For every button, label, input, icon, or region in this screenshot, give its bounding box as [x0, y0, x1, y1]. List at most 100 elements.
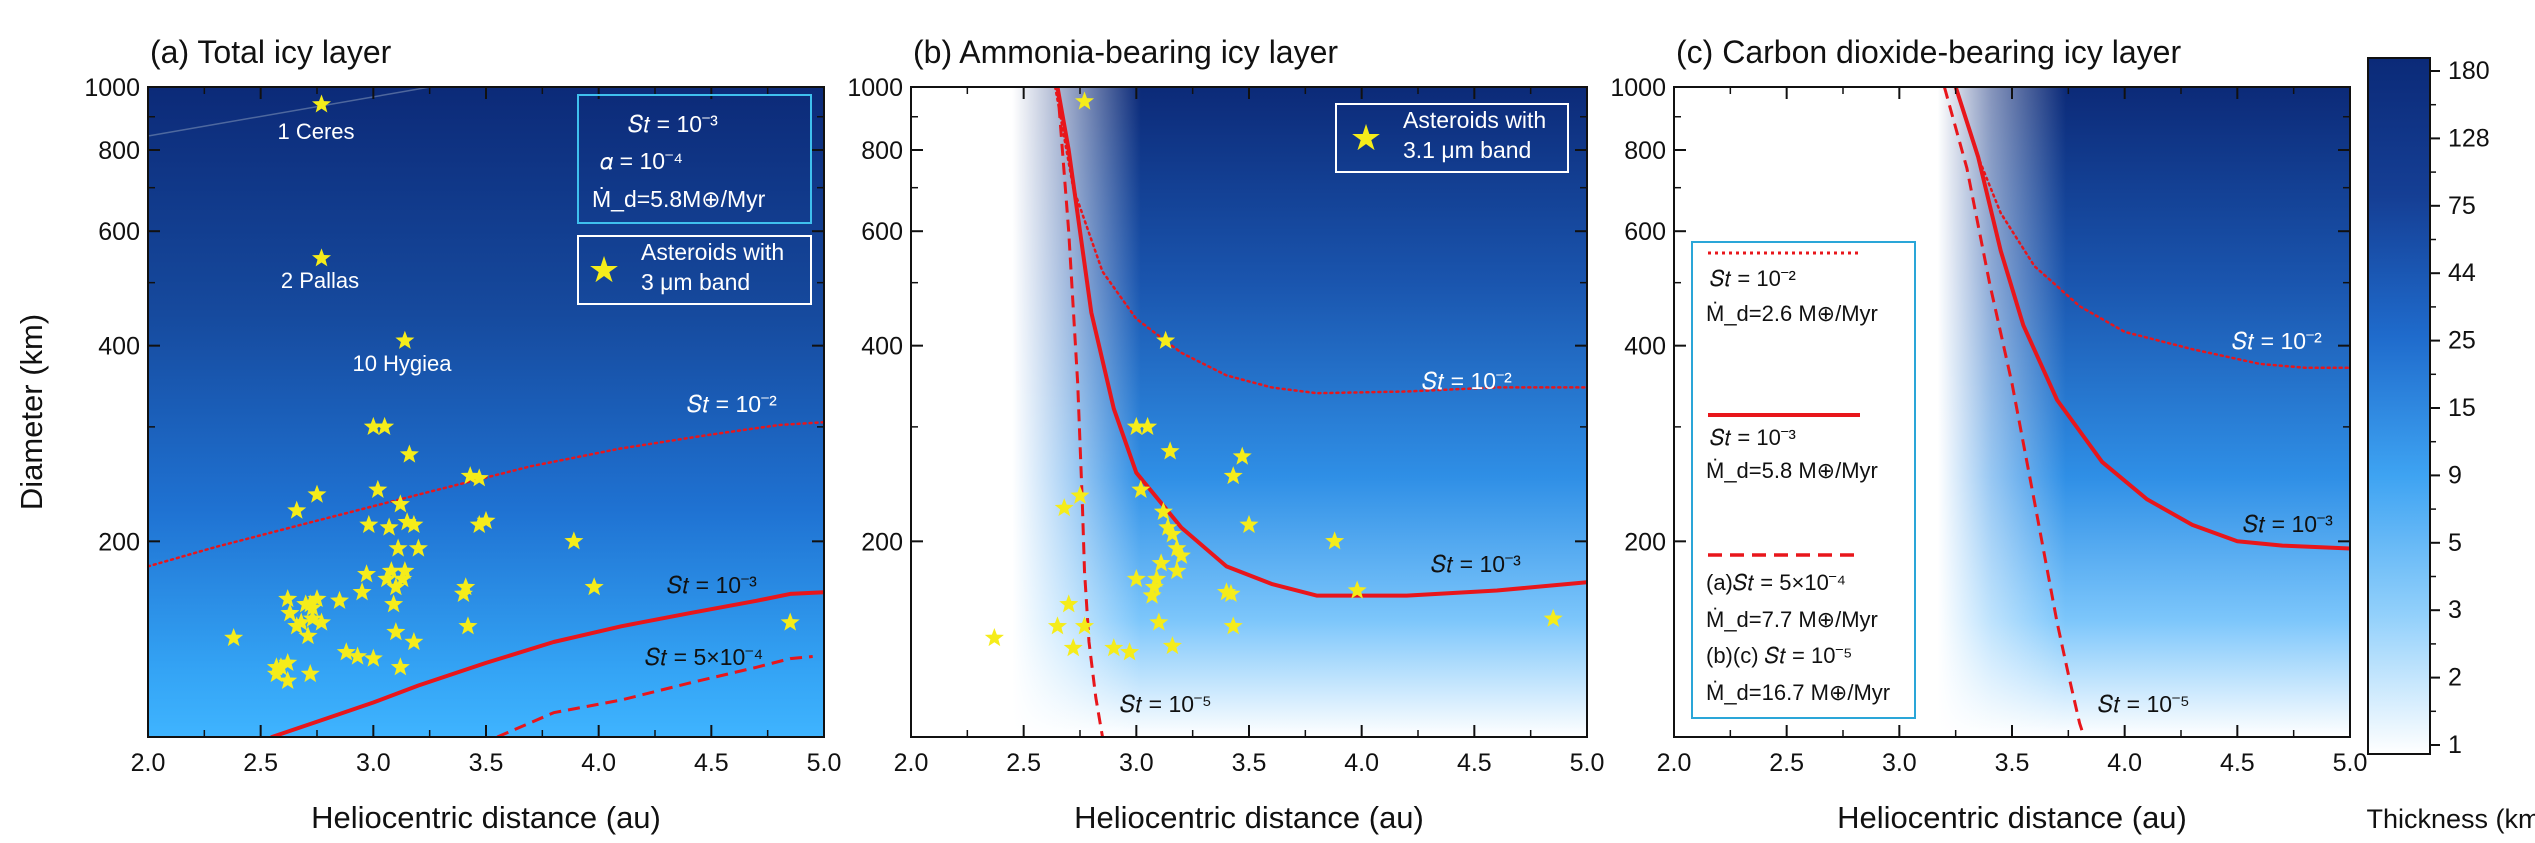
asteroid-star-icon — [1075, 616, 1095, 635]
x-tick-label: 2.0 — [131, 749, 166, 777]
asteroid-star-icon — [1059, 594, 1079, 613]
asteroid-star-icon — [300, 594, 320, 613]
asteroid-star-icon — [359, 514, 379, 533]
asteroid-star-icon — [298, 626, 318, 645]
asteroid-star-icon — [384, 594, 404, 613]
colorbar-tick-label: 1 — [2448, 731, 2462, 759]
asteroid-star-icon — [404, 632, 424, 651]
panel-a-heatmap — [148, 87, 824, 737]
asteroid-star-icon — [399, 444, 419, 463]
legend-star-icon: ★ — [588, 250, 620, 291]
asteroid-star-icon — [287, 500, 307, 519]
asteroid-star-icon — [469, 514, 489, 533]
colorbar-tick-label: 2 — [2448, 664, 2462, 692]
asteroid-star-icon — [393, 569, 413, 588]
panel-a-curve-solid — [269, 590, 824, 737]
asteroid-star-icon — [357, 564, 377, 583]
asteroid-star-icon — [302, 608, 322, 627]
params-box: 𝑆𝑡 = 10⁻³ 𝛼 = 10⁻⁴ Ṁ_d=5.8M⊕/Myr — [577, 94, 812, 224]
asteroid-star-icon — [386, 622, 406, 641]
x-tick-label: 3.5 — [1995, 749, 2030, 777]
panel-b-xlabel: Heliocentric distance (au) — [1074, 800, 1424, 835]
legend-a-line2: 3 μm band — [641, 269, 750, 295]
asteroid-star-icon — [1120, 642, 1140, 661]
asteroid-star-icon — [404, 514, 424, 533]
asteroid-star-icon — [1126, 416, 1146, 435]
asteroid-star-icon — [1347, 580, 1367, 599]
x-tick-label: 4.0 — [2107, 749, 2142, 777]
asteroid-star-icon — [408, 538, 428, 557]
asteroid-star-icon — [1221, 583, 1241, 603]
asteroid-star-icon — [368, 479, 388, 498]
asteroid-star-icon — [395, 330, 415, 349]
y-tick-label: 400 — [861, 333, 903, 361]
panel-c-title: (c) Carbon dioxide-bearing icy layer — [1676, 34, 2181, 70]
asteroid-star-icon — [1149, 612, 1169, 631]
asteroid-star-icon — [271, 657, 291, 676]
asteroid-star-icon — [312, 248, 332, 267]
asteroid-star-icon — [307, 589, 327, 608]
x-tick-label: 3.0 — [1119, 749, 1154, 777]
panel-a-legend: ★ Asteroids with 3 μm band — [577, 235, 812, 305]
asteroid-star-icon — [564, 531, 584, 550]
legend-dashed-line1: (a)𝑆𝑡 = 5×10⁻⁴ — [1706, 570, 1846, 595]
panel-a-xlabel: Heliocentric distance (au) — [311, 800, 661, 835]
legend-dashed-line3: (b)(c) 𝑆𝑡 = 10⁻⁵ — [1706, 643, 1852, 668]
y-tick-label: 200 — [98, 528, 140, 556]
asteroid-star-icon — [1075, 91, 1095, 110]
y-tick-label: 400 — [98, 333, 140, 361]
asteroid-star-icon — [476, 510, 496, 530]
asteroid-star-icon — [278, 589, 298, 608]
panel-c-label-st-1e-2: 𝑆𝑡 = 10⁻² — [2232, 328, 2322, 354]
x-tick-label: 2.0 — [1657, 749, 1692, 777]
legend-dashed-line2: Ṁ_d=7.7 M⊕/Myr — [1706, 607, 1878, 632]
panel-b-curve-dotted — [1053, 87, 1587, 395]
asteroid-star-icon — [1223, 616, 1243, 635]
asteroid-star-icon — [386, 577, 406, 596]
panel-a-faint-line — [148, 87, 431, 137]
x-tick-label: 4.0 — [581, 749, 616, 777]
asteroid-star-icon — [1223, 466, 1243, 485]
legend-b-line1: Asteroids with — [1403, 107, 1546, 133]
panel-b-legend: ★ Asteroids with 3.1 μm band — [1335, 103, 1569, 173]
x-tick-label: 3.0 — [356, 749, 391, 777]
asteroid-star-icon — [1063, 638, 1083, 657]
panel-b: 2.0 2.5 3.0 3.5 4.0 4.5 5.0 200 400 600 800 1000 (b… — [847, 34, 1604, 835]
asteroid-star-icon — [1156, 330, 1176, 349]
asteroid-star-icon — [1144, 577, 1164, 596]
asteroid-star-icon — [278, 670, 298, 689]
asteroid-star-icon — [280, 603, 300, 622]
legend-b-star-icon: ★ — [1350, 118, 1382, 159]
asteroid-star-icon — [1054, 498, 1074, 517]
y-tick-label: 1000 — [84, 74, 140, 102]
asteroid-star-icon — [1162, 524, 1182, 543]
x-tick-label: 3.5 — [469, 749, 504, 777]
asteroid-star-icon — [1543, 608, 1563, 627]
asteroid-star-icon — [1162, 636, 1182, 655]
colorbar-tick-label: 5 — [2448, 529, 2462, 557]
colorbar-tick-label: 15 — [2448, 394, 2476, 422]
panel-a-ylabel: Diameter (km) — [14, 314, 49, 510]
asteroid-star-icon — [307, 484, 327, 503]
params-st: 𝑆𝑡 = 10⁻³ — [628, 111, 718, 137]
asteroid-star-icon — [375, 416, 395, 435]
asteroid-star-icon — [363, 648, 383, 667]
asteroid-star-icon — [1138, 416, 1158, 435]
panel-c-curve-solid — [1953, 87, 2350, 551]
params-mdot: Ṁ_d=5.8M⊕/Myr — [592, 186, 766, 212]
asteroid-star-icon — [395, 561, 415, 580]
asteroid-star-icon — [363, 416, 383, 435]
label-ceres: 1 Ceres — [277, 119, 354, 144]
asteroid-star-icon — [379, 517, 399, 536]
asteroid-star-icon — [348, 646, 368, 665]
y-tick-label: 600 — [1624, 218, 1666, 246]
asteroid-star-icon — [330, 590, 350, 609]
asteroid-star-icon — [1131, 479, 1151, 498]
asteroid-star-icon — [1147, 569, 1167, 588]
panel-a-label-st-5e-4: 𝑆𝑡 = 5×10⁻⁴ — [645, 644, 763, 670]
y-tick-label: 400 — [1624, 333, 1666, 361]
asteroid-star-icon — [469, 468, 489, 487]
x-tick-label: 3.0 — [1882, 749, 1917, 777]
colorbar-gradient — [2367, 57, 2431, 755]
asteroid-star-icon — [1325, 531, 1345, 550]
